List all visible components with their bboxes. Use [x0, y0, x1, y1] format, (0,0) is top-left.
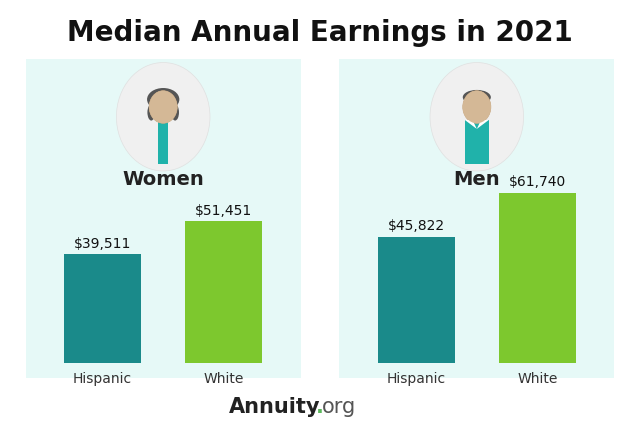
Circle shape — [430, 63, 524, 172]
Text: White: White — [204, 371, 244, 385]
Polygon shape — [477, 121, 489, 130]
Text: $61,740: $61,740 — [509, 175, 566, 189]
Bar — [378, 237, 455, 363]
Ellipse shape — [147, 105, 155, 121]
Text: Annuity: Annuity — [228, 396, 320, 416]
Circle shape — [149, 92, 177, 124]
Polygon shape — [150, 122, 176, 165]
Text: Men: Men — [454, 170, 500, 189]
Text: org: org — [322, 396, 356, 416]
Ellipse shape — [147, 89, 179, 111]
Circle shape — [463, 92, 491, 124]
Text: .: . — [316, 396, 324, 416]
Text: $39,511: $39,511 — [74, 236, 131, 250]
Text: Women: Women — [122, 170, 204, 189]
Bar — [185, 222, 262, 363]
Text: Hispanic: Hispanic — [387, 371, 446, 385]
Bar — [499, 194, 576, 363]
Polygon shape — [465, 121, 489, 165]
Text: $45,822: $45,822 — [388, 218, 445, 233]
Circle shape — [463, 92, 491, 124]
Bar — [64, 255, 141, 363]
Text: $51,451: $51,451 — [195, 203, 252, 217]
Text: White: White — [517, 371, 557, 385]
Circle shape — [116, 63, 210, 172]
Ellipse shape — [172, 105, 179, 121]
Polygon shape — [465, 121, 477, 130]
Ellipse shape — [463, 91, 491, 105]
Text: Median Annual Earnings in 2021: Median Annual Earnings in 2021 — [67, 19, 573, 47]
Circle shape — [149, 92, 177, 124]
Text: Hispanic: Hispanic — [73, 371, 132, 385]
